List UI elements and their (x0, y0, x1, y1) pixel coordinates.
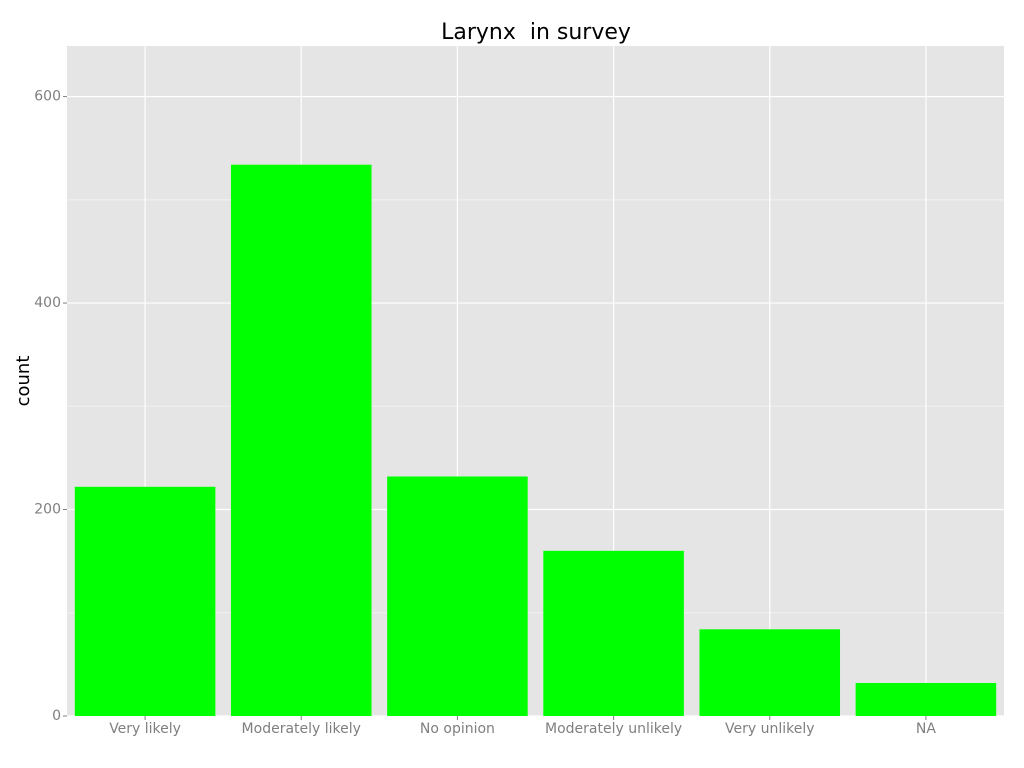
bar (74, 486, 216, 716)
y-tick-label: 0 (52, 708, 61, 724)
x-tick-label: No opinion (420, 721, 495, 737)
x-tick-label: Very likely (109, 721, 181, 737)
x-tick-label: Very unlikely (725, 721, 815, 737)
chart-title: Larynx in survey (441, 20, 631, 45)
y-tick-label: 200 (34, 502, 61, 518)
y-tick-label: 600 (34, 89, 61, 105)
bar (230, 164, 372, 716)
bar (543, 550, 684, 716)
bar (855, 682, 997, 716)
y-tick-label: 400 (34, 295, 61, 311)
x-tick-label: Moderately unlikely (545, 721, 682, 737)
y-axis-label: count (13, 356, 34, 407)
x-tick-label: Moderately likely (242, 721, 361, 737)
bar (699, 629, 841, 716)
x-tick-label: NA (916, 721, 936, 737)
bar (387, 476, 528, 716)
plot-panel (67, 46, 1004, 716)
